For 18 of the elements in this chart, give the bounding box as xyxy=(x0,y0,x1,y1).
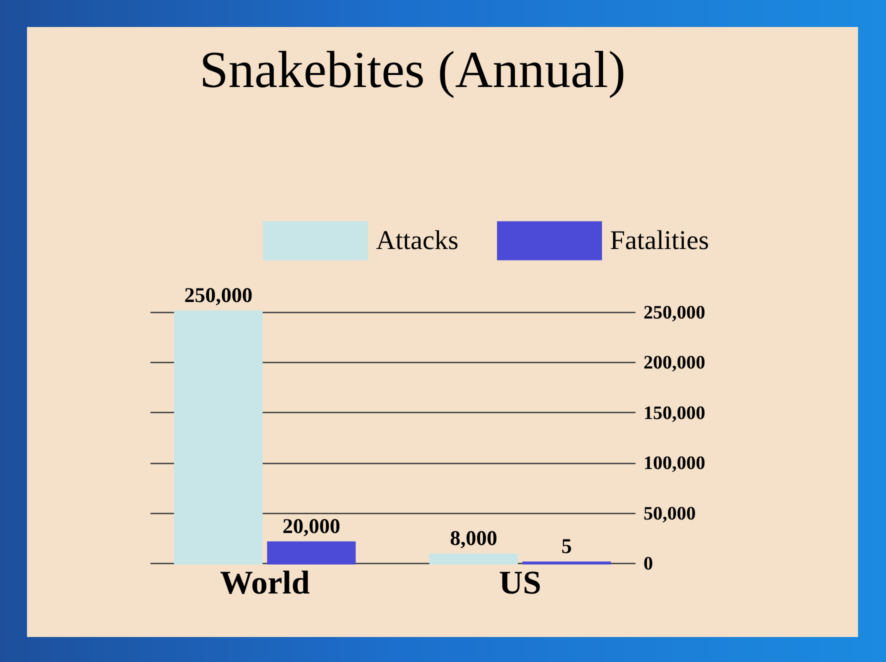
legend-label: Fatalities xyxy=(610,224,709,255)
y-tick-label: 150,000 xyxy=(644,402,706,424)
y-tick-label: 50,000 xyxy=(644,503,696,524)
y-tick-label: 100,000 xyxy=(644,453,706,474)
bar xyxy=(267,541,356,564)
chart-title: Snakebites (Annual) xyxy=(199,42,626,99)
bar xyxy=(174,310,263,564)
data-label: 20,000 xyxy=(282,514,340,538)
bar xyxy=(429,553,518,564)
data-label: 5 xyxy=(561,534,572,558)
y-tick-label: 200,000 xyxy=(644,352,706,374)
x-tick-label: World xyxy=(220,566,310,602)
y-tick-label: 0 xyxy=(644,554,653,574)
data-label: 250,000 xyxy=(184,283,252,307)
data-label: 8,000 xyxy=(450,526,498,550)
y-tick-label: 250,000 xyxy=(644,302,706,324)
x-tick-label: US xyxy=(499,566,542,602)
legend-label: Attacks xyxy=(376,224,458,255)
